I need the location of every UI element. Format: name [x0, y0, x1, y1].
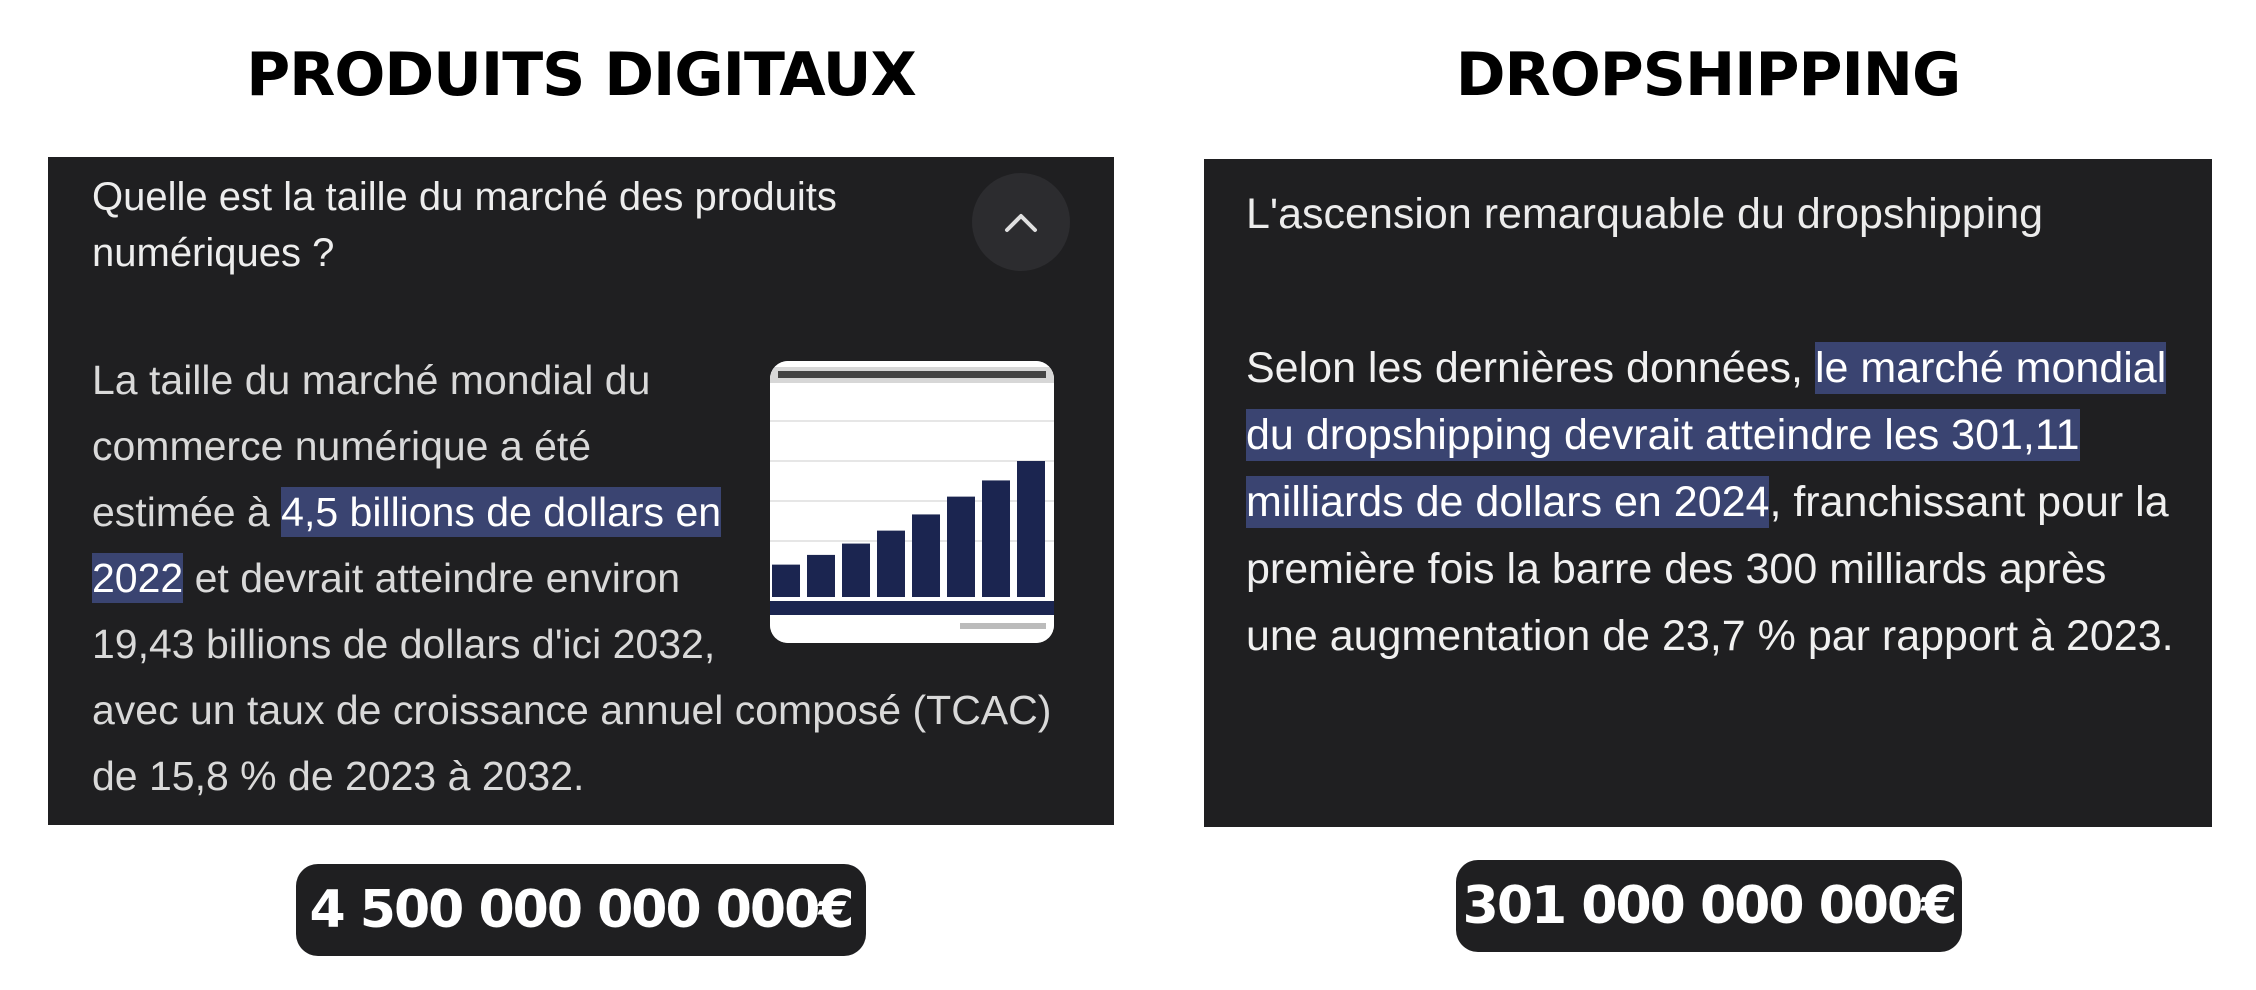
- bar-chart-thumbnail-graphic: [770, 361, 1054, 643]
- thumbnail-bar: [1017, 461, 1045, 597]
- market-chart-thumbnail[interactable]: [770, 361, 1054, 643]
- thumbnail-bar: [912, 514, 940, 597]
- dropshipping-answer-panel: L'ascension remarquable du dropshipping …: [1204, 159, 2212, 827]
- thumbnail-bar: [807, 554, 835, 597]
- digital-products-answer-panel: Quelle est la taille du marché des produ…: [48, 157, 1114, 825]
- thumbnail-bar: [947, 496, 975, 597]
- dropshipping-paragraph: Selon les dernières données, le marché m…: [1246, 342, 2174, 660]
- thumbnail-bar: [772, 564, 800, 597]
- thumbnail-bar: [982, 480, 1010, 597]
- amount-badge-digital: 4 500 000 000 000€: [296, 864, 866, 956]
- dropshipping-heading: L'ascension remarquable du dropshipping: [1246, 190, 2044, 238]
- title-dropshipping: DROPSHIPPING: [1455, 40, 1961, 110]
- title-produits-digitaux: PRODUITS DIGITAUX: [246, 40, 917, 110]
- market-size-paragraph: La taille du marché mondial du commerce …: [92, 347, 1092, 809]
- thumbnail-bar: [877, 530, 905, 597]
- amount-badge-dropshipping: 301 000 000 000€: [1456, 860, 1962, 952]
- thumbnail-bar: [842, 543, 870, 597]
- chevron-up-icon: [1005, 214, 1037, 232]
- question-heading: Quelle est la taille du marché des produ…: [92, 175, 837, 275]
- collapse-button[interactable]: [972, 173, 1070, 271]
